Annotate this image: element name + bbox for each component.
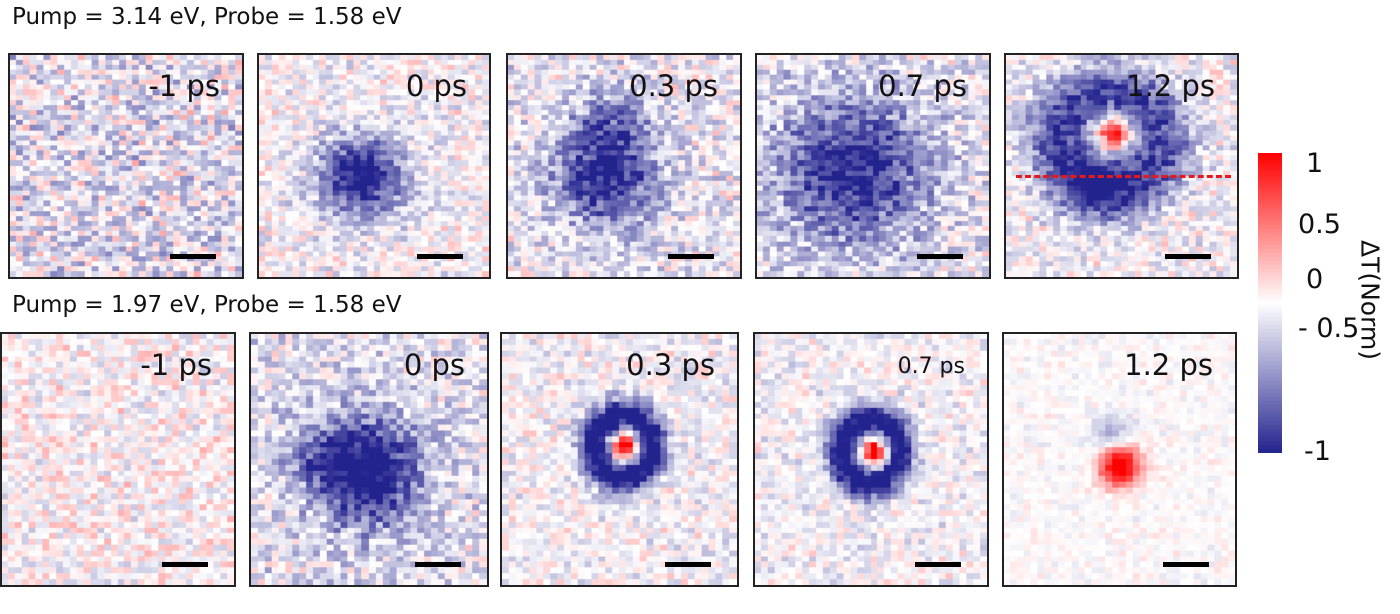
heatmap-panel: -1 ps: [8, 53, 244, 279]
time-delay-label: -1 ps: [140, 348, 212, 382]
heatmap-image: [1006, 55, 1237, 277]
time-delay-label: 0.3 ps: [629, 69, 718, 103]
heatmap-panel: 0.7 ps: [753, 332, 989, 587]
scale-bar: [170, 254, 216, 259]
heatmap-panel: 0 ps: [257, 53, 491, 279]
colorbar-tick: 0.5: [1298, 209, 1341, 240]
time-delay-label: 0 ps: [403, 348, 465, 382]
heatmap-image: [10, 55, 242, 277]
heatmap-image: [1004, 334, 1235, 585]
heatmap-panel: 0.3 ps: [500, 332, 739, 587]
row-title-bottom: Pump = 1.97 eV, Probe = 1.58 eV: [12, 292, 402, 318]
heatmap-image: [757, 55, 989, 277]
row-title-top: Pump = 3.14 eV, Probe = 1.58 eV: [12, 4, 402, 30]
time-delay-label: 1.2 ps: [1126, 69, 1215, 103]
heatmap-panel: 1.2 ps: [1004, 53, 1239, 279]
colorbar-tick: -1: [1304, 436, 1331, 467]
time-delay-label: 0.7 ps: [897, 354, 965, 379]
scale-bar: [162, 562, 208, 567]
scale-bar: [915, 562, 961, 567]
heatmap-image: [502, 334, 737, 585]
scale-bar: [1165, 254, 1211, 259]
time-delay-label: 0 ps: [405, 69, 467, 103]
heatmap-image: [508, 55, 740, 277]
scale-bar: [665, 562, 711, 567]
colorbar-tick: 0: [1306, 264, 1324, 295]
colorbar-label: ΔT(Norm): [1355, 239, 1385, 361]
colorbar-tick: - 0.5: [1298, 313, 1360, 344]
heatmap-panel: -1 ps: [0, 332, 236, 587]
colorbar-tick: 1: [1306, 148, 1324, 179]
heatmap-panel: 0.3 ps: [506, 53, 742, 279]
time-delay-label: 0.3 ps: [626, 348, 715, 382]
scale-bar: [417, 254, 463, 259]
heatmap-panel: 1.2 ps: [1002, 332, 1237, 587]
scale-bar: [415, 562, 461, 567]
time-delay-label: -1 ps: [148, 69, 220, 103]
heatmap-image: [251, 334, 487, 585]
scale-bar: [1163, 562, 1209, 567]
time-delay-label: 0.7 ps: [878, 69, 967, 103]
heatmap-panel: 0.7 ps: [755, 53, 991, 279]
time-delay-label: 1.2 ps: [1124, 348, 1213, 382]
line-cut-marker: [1016, 175, 1231, 178]
heatmap-panel: 0 ps: [249, 332, 489, 587]
colorbar: [1258, 153, 1282, 453]
heatmap-image: [2, 334, 234, 585]
scale-bar: [668, 254, 714, 259]
scale-bar: [917, 254, 963, 259]
heatmap-image: [259, 55, 489, 277]
heatmap-image: [755, 334, 987, 585]
